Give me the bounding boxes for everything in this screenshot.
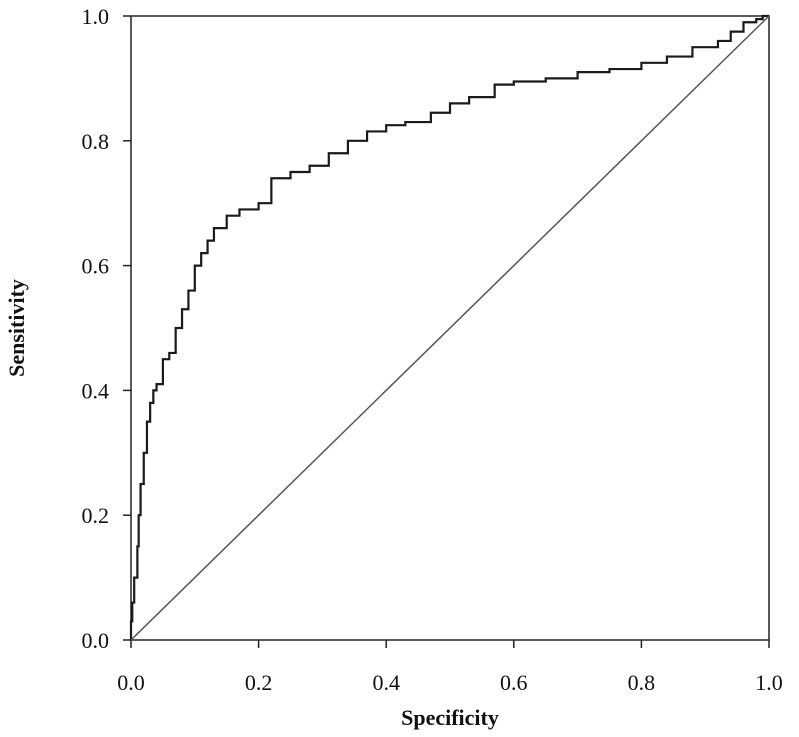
- y-tick-label: 0.4: [82, 378, 110, 403]
- reference-diagonal-line: [130, 15, 770, 641]
- roc-curve-line: [129, 14, 769, 640]
- x-tick-label: 1.0: [755, 670, 783, 695]
- y-tick-label: 0.2: [82, 503, 110, 528]
- x-axis-ticks: 0.0 0.2 0.4 0.6 0.8 1.0: [117, 640, 783, 695]
- x-axis-title: Specificity: [401, 705, 499, 730]
- x-tick-label: 0.4: [372, 670, 400, 695]
- y-axis-ticks: 0.0 0.2 0.4 0.6 0.8 1.0: [82, 4, 131, 653]
- y-tick-label: 0.0: [82, 628, 110, 653]
- x-tick-label: 0.8: [628, 670, 656, 695]
- series-layer: [129, 14, 770, 641]
- y-tick-label: 0.6: [82, 254, 110, 279]
- y-tick-label: 0.8: [82, 129, 110, 154]
- x-tick-label: 0.6: [500, 670, 528, 695]
- x-tick-label: 0.0: [117, 670, 145, 695]
- y-axis-title: Sensitivity: [4, 279, 29, 377]
- plot-frame: [130, 15, 770, 641]
- y-tick-label: 1.0: [82, 4, 110, 29]
- x-tick-label: 0.2: [245, 670, 273, 695]
